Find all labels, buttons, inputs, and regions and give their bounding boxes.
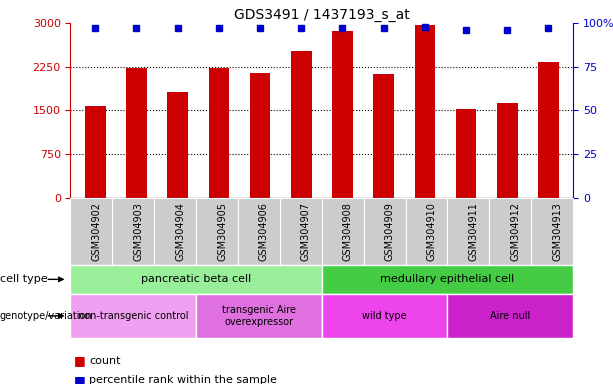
Bar — [167, 92, 188, 198]
Bar — [85, 106, 105, 198]
Text: GSM304908: GSM304908 — [343, 202, 352, 261]
Text: GSM304912: GSM304912 — [511, 202, 520, 261]
Text: GSM304904: GSM304904 — [175, 202, 185, 261]
Text: percentile rank within the sample: percentile rank within the sample — [89, 375, 276, 384]
Bar — [249, 73, 270, 198]
Text: ■: ■ — [74, 354, 85, 367]
Title: GDS3491 / 1437193_s_at: GDS3491 / 1437193_s_at — [234, 8, 409, 22]
Bar — [414, 25, 435, 198]
Bar — [497, 103, 517, 198]
Bar — [208, 68, 229, 198]
Bar — [538, 62, 558, 198]
Text: GSM304907: GSM304907 — [301, 202, 311, 261]
Text: ■  count: ■ count — [70, 356, 120, 366]
Text: GSM304905: GSM304905 — [217, 202, 227, 261]
Text: genotype/variation: genotype/variation — [0, 311, 93, 321]
Text: transgenic Aire
overexpressor: transgenic Aire overexpressor — [222, 305, 296, 327]
Text: GSM304906: GSM304906 — [259, 202, 269, 261]
Bar — [332, 31, 352, 198]
Text: non-transgenic control: non-transgenic control — [78, 311, 189, 321]
Bar — [373, 74, 394, 198]
Text: pancreatic beta cell: pancreatic beta cell — [141, 274, 251, 285]
Bar — [291, 51, 311, 198]
Text: medullary epithelial cell: medullary epithelial cell — [380, 274, 515, 285]
Text: GSM304909: GSM304909 — [385, 202, 395, 261]
Text: GSM304910: GSM304910 — [427, 202, 436, 261]
Text: GSM304902: GSM304902 — [91, 202, 101, 261]
Text: count: count — [89, 356, 120, 366]
Text: GSM304913: GSM304913 — [552, 202, 562, 261]
Text: Aire null: Aire null — [490, 311, 530, 321]
Text: GSM304911: GSM304911 — [468, 202, 478, 261]
Bar — [126, 68, 147, 198]
Text: cell type: cell type — [0, 274, 48, 285]
Text: GSM304903: GSM304903 — [134, 202, 143, 261]
Text: ■: ■ — [74, 374, 85, 384]
Bar — [455, 109, 476, 198]
Text: wild type: wild type — [362, 311, 407, 321]
